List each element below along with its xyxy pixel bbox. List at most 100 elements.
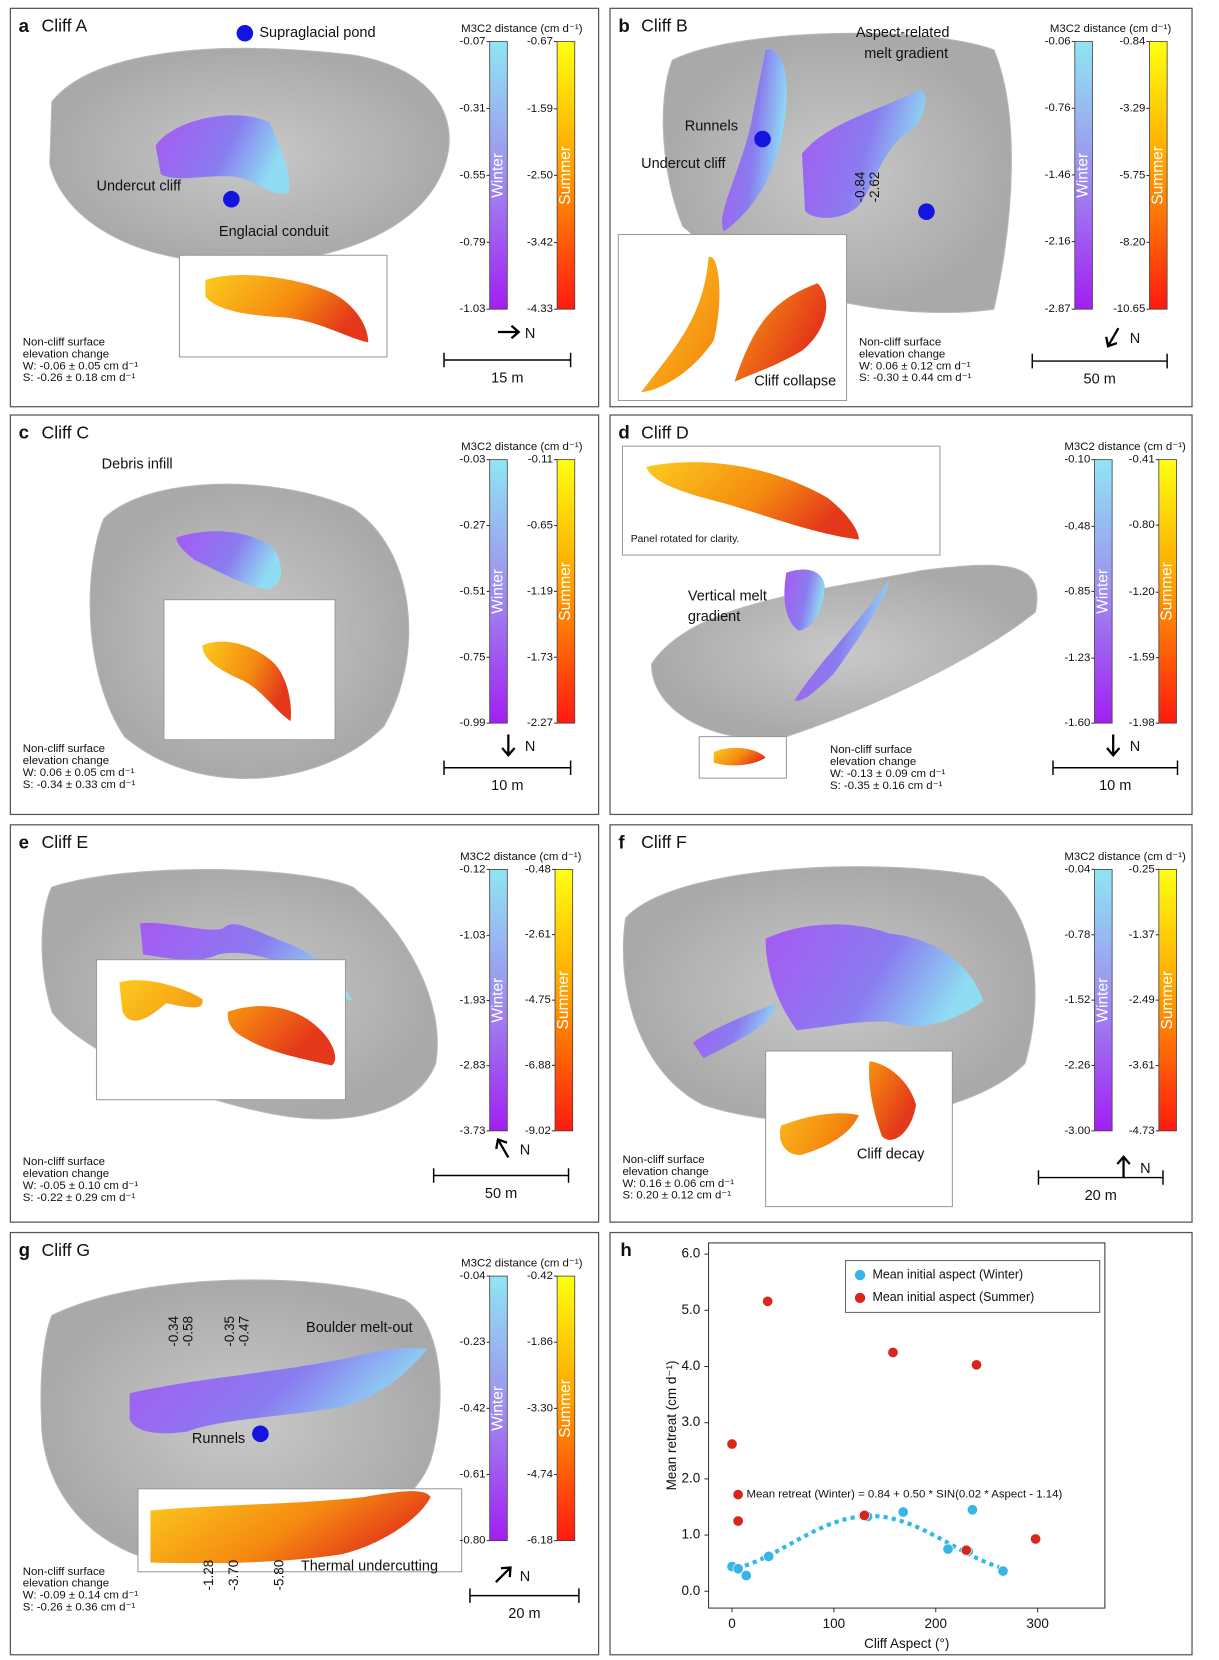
data-point	[741, 1570, 751, 1580]
surface-change-note: elevation change	[830, 756, 916, 768]
scale-bar	[1053, 760, 1177, 775]
north-arrow	[493, 1136, 514, 1160]
scale-label: 50 m	[485, 1186, 517, 1202]
colorbar-tick-label: -0.41	[1129, 454, 1155, 466]
surface-change-note: Non-cliff surface	[23, 1156, 105, 1168]
colorbar-tick-label: -6.88	[525, 1059, 551, 1071]
arrow	[1103, 325, 1124, 349]
y-tick-label: 0.0	[682, 1583, 701, 1598]
surface-change-note: elevation change	[23, 1168, 109, 1180]
surface-change-note: W: -0.13 ± 0.09 cm d⁻¹	[830, 768, 946, 780]
panel-letter: d	[618, 422, 629, 443]
legend-marker	[855, 1270, 865, 1280]
colorbar-tick-label: -0.11	[528, 454, 553, 466]
surface-change-note: Non-cliff surface	[830, 744, 912, 756]
arrow	[502, 735, 514, 756]
colorbar-tick-label: -0.04	[1064, 863, 1091, 875]
colorbar-tick-label: -0.80	[460, 1535, 486, 1547]
colorbar-tick-label: -0.55	[460, 169, 486, 181]
colorbar-tick-label: -0.84	[1119, 36, 1146, 48]
colorbar-tick-label: -8.20	[1119, 236, 1145, 248]
colorbar-tick-label: -0.65	[527, 520, 553, 532]
arrow	[1117, 1157, 1129, 1178]
colorbar-tick-label: -1.03	[460, 929, 486, 941]
data-point	[733, 1489, 743, 1499]
colorbar-tick-label: -0.12	[460, 863, 486, 875]
annotation: Boulder melt-out	[306, 1320, 412, 1336]
x-tick-label: 0	[728, 1616, 735, 1631]
colorbar-tick-label: -0.03	[460, 454, 486, 466]
data-point	[1030, 1534, 1040, 1544]
figure: aCliff ASupraglacial pondUndercut cliffE…	[0, 0, 1219, 1660]
colorbar-tick-label: -1.93	[460, 995, 486, 1007]
surface-change-note: elevation change	[23, 755, 109, 767]
colorbar-tick-label: -0.51	[460, 585, 486, 597]
colorbar-label: Winter	[490, 978, 507, 1023]
scale-label: 15 m	[491, 371, 523, 387]
annotation: Cliff decay	[857, 1147, 925, 1163]
north-label: N	[520, 1569, 530, 1585]
surface-change-note: W: -0.09 ± 0.14 cm d⁻¹	[23, 1590, 139, 1602]
colorbar-label: Winter	[1094, 569, 1111, 614]
panel-letter: h	[620, 1239, 631, 1260]
arrow	[491, 1563, 514, 1586]
colorbar-tick-label: -1.73	[527, 651, 553, 663]
colorbar-tick-label: -0.99	[460, 717, 486, 729]
colorbar-title: M3C2 distance (cm d⁻¹)	[460, 851, 582, 863]
surface-change-note: S: -0.26 ± 0.36 cm d⁻¹	[23, 1602, 136, 1614]
scale-label: 20 m	[1085, 1188, 1117, 1204]
colorbar-tick-label: -0.75	[460, 651, 486, 663]
colorbar-tick-label: -0.10	[1064, 454, 1090, 466]
colorbar-tick-label: -0.78	[1064, 929, 1090, 941]
data-point	[998, 1566, 1008, 1576]
colorbar-tick-label: -6.18	[527, 1535, 553, 1547]
colorbar-tick-label: -0.42	[527, 1270, 553, 1282]
annotation: Englacial conduit	[219, 224, 329, 240]
colorbar-label: Winter	[490, 569, 507, 614]
north-arrow	[502, 735, 514, 756]
colorbar-tick-label: -3.30	[527, 1402, 553, 1414]
annotation: Aspect-related	[856, 25, 950, 41]
north-arrow	[491, 1563, 514, 1586]
surface-change-note: W: -0.06 ± 0.05 cm d⁻¹	[23, 360, 139, 372]
colorbar-tick-label: -1.52	[1064, 994, 1090, 1006]
arrow	[1107, 735, 1119, 756]
surface-change-note: S: -0.34 ± 0.33 cm d⁻¹	[23, 779, 136, 791]
colorbar-tick-label: -4.33	[527, 303, 553, 315]
surface-change-note: elevation change	[23, 348, 109, 360]
colorbar-tick-label: -1.03	[460, 303, 486, 315]
legend-marker	[855, 1293, 865, 1303]
colorbar-tick-label: -3.42	[527, 237, 553, 249]
colorbar-tick-label: -0.31	[460, 102, 486, 114]
page: { "panels": [ {"letter": "a", "title": "…	[0, 0, 1219, 1660]
panel-letter: f	[618, 831, 625, 852]
colorbar-tick-label: -0.06	[1045, 36, 1071, 48]
colorbar-tick-label: -2.61	[525, 929, 551, 941]
panel-title: Cliff C	[41, 422, 89, 442]
annotation: Supraglacial pond	[259, 25, 375, 41]
colorbar-tick-label: -4.74	[527, 1469, 554, 1481]
colorbar-tick-label: -2.49	[1129, 994, 1155, 1006]
x-tick-label: 100	[823, 1616, 845, 1631]
pond-marker	[918, 203, 935, 220]
data-point	[943, 1544, 953, 1554]
colorbar-tick-label: -2.16	[1045, 236, 1071, 248]
colorbar-tick-label: -10.65	[1113, 303, 1145, 315]
scale-label: 20 m	[508, 1606, 540, 1622]
colorbar-tick-label: -5.75	[1119, 170, 1145, 182]
annotation: -3.70	[226, 1560, 241, 1591]
annotation: -0.35	[222, 1316, 237, 1347]
fit-curve	[737, 1516, 999, 1568]
surface-change-note: Non-cliff surface	[859, 336, 941, 348]
scale-label: 50 m	[1084, 372, 1116, 388]
y-tick-label: 5.0	[682, 1302, 701, 1317]
x-tick-label: 200	[925, 1616, 947, 1631]
surface-change-note: S: 0.20 ± 0.12 cm d⁻¹	[622, 1190, 731, 1202]
scale-bar	[470, 1588, 579, 1603]
annotation: Runnels	[685, 118, 738, 134]
panel-letter: a	[19, 15, 30, 36]
colorbar-label: Winter	[490, 153, 507, 198]
annotation: melt gradient	[864, 46, 948, 62]
colorbar-tick-label: -0.76	[1045, 102, 1071, 114]
